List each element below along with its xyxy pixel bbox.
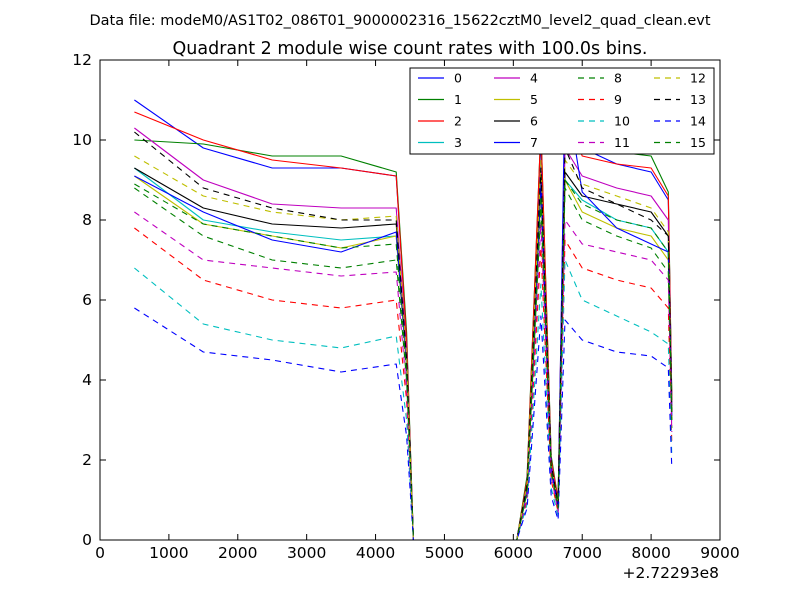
legend-item-2: 2 bbox=[418, 114, 462, 129]
x-tick-label: 1000 bbox=[149, 544, 188, 562]
legend-item-6: 6 bbox=[494, 114, 538, 129]
legend-label: 12 bbox=[690, 71, 706, 86]
legend-item-9: 9 bbox=[578, 92, 622, 107]
legend-label: 3 bbox=[454, 135, 462, 150]
x-tick-label: 4000 bbox=[356, 544, 395, 562]
y-tick-label: 2 bbox=[82, 451, 92, 469]
legend-item-5: 5 bbox=[494, 92, 538, 107]
series-line-14 bbox=[134, 307, 673, 540]
legend-item-15: 15 bbox=[654, 135, 706, 150]
legend-label: 9 bbox=[614, 92, 622, 107]
legend-item-3: 3 bbox=[418, 135, 462, 150]
legend-item-1: 1 bbox=[418, 92, 462, 107]
legend-label: 6 bbox=[530, 114, 538, 129]
y-tick-label: 10 bbox=[72, 131, 92, 149]
figure-suptitle: Data file: modeM0/AS1T02_086T01_90000023… bbox=[89, 13, 710, 29]
legend-label: 10 bbox=[614, 114, 630, 129]
legend-label: 8 bbox=[614, 71, 622, 86]
y-tick-label: 12 bbox=[72, 51, 92, 69]
legend-label: 4 bbox=[530, 71, 538, 86]
y-tick-label: 4 bbox=[82, 371, 92, 389]
legend-item-7: 7 bbox=[494, 135, 538, 150]
legend-label: 14 bbox=[690, 114, 706, 129]
legend-label: 5 bbox=[530, 92, 538, 107]
legend-label: 2 bbox=[454, 114, 462, 129]
x-tick-label: 5000 bbox=[425, 544, 464, 562]
legend-label: 0 bbox=[454, 71, 462, 86]
legend-frame bbox=[409, 67, 715, 155]
x-tick-label: 8000 bbox=[631, 544, 670, 562]
legend-label: 13 bbox=[690, 92, 706, 107]
legend-label: 15 bbox=[690, 135, 706, 150]
legend-item-12: 12 bbox=[654, 71, 706, 86]
legend-item-0: 0 bbox=[418, 71, 462, 86]
legend-item-14: 14 bbox=[654, 114, 706, 129]
legend-label: 7 bbox=[530, 135, 538, 150]
chart-title: Quadrant 2 module wise count rates with … bbox=[173, 39, 648, 59]
x-tick-label: 7000 bbox=[562, 544, 601, 562]
series-line-13 bbox=[134, 131, 673, 540]
series-line-9 bbox=[134, 227, 673, 540]
x-tick-label: 9000 bbox=[700, 544, 739, 562]
series-line-2 bbox=[134, 107, 673, 540]
y-tick-label: 0 bbox=[82, 531, 92, 549]
legend-item-10: 10 bbox=[578, 114, 630, 129]
x-tick-label: 3000 bbox=[287, 544, 326, 562]
y-tick-label: 8 bbox=[82, 211, 92, 229]
series-line-10 bbox=[134, 259, 673, 540]
series-line-15 bbox=[134, 179, 673, 540]
series-line-11 bbox=[134, 211, 673, 540]
x-tick-label: 0 bbox=[95, 544, 105, 562]
legend-item-13: 13 bbox=[654, 92, 706, 107]
legend-label: 1 bbox=[454, 92, 462, 107]
y-tick-label: 6 bbox=[82, 291, 92, 309]
legend-item-11: 11 bbox=[578, 135, 630, 150]
series-layer bbox=[134, 83, 673, 540]
legend-label: 11 bbox=[614, 135, 630, 150]
plot-area: 0 1000 2000 3000 4000 5000 6000 7000 8000 9000 0 2… bbox=[72, 51, 739, 582]
x-axis: 0 1000 2000 3000 4000 5000 6000 7000 8000 9000 bbox=[95, 60, 740, 562]
x-tick-label: 2000 bbox=[218, 544, 257, 562]
x-tick-label: 6000 bbox=[494, 544, 533, 562]
series-line-8 bbox=[134, 187, 673, 540]
legend-item-4: 4 bbox=[494, 71, 538, 86]
x-axis-offset-label: +2.72293e8 bbox=[623, 564, 719, 582]
legend-item-8: 8 bbox=[578, 71, 622, 86]
